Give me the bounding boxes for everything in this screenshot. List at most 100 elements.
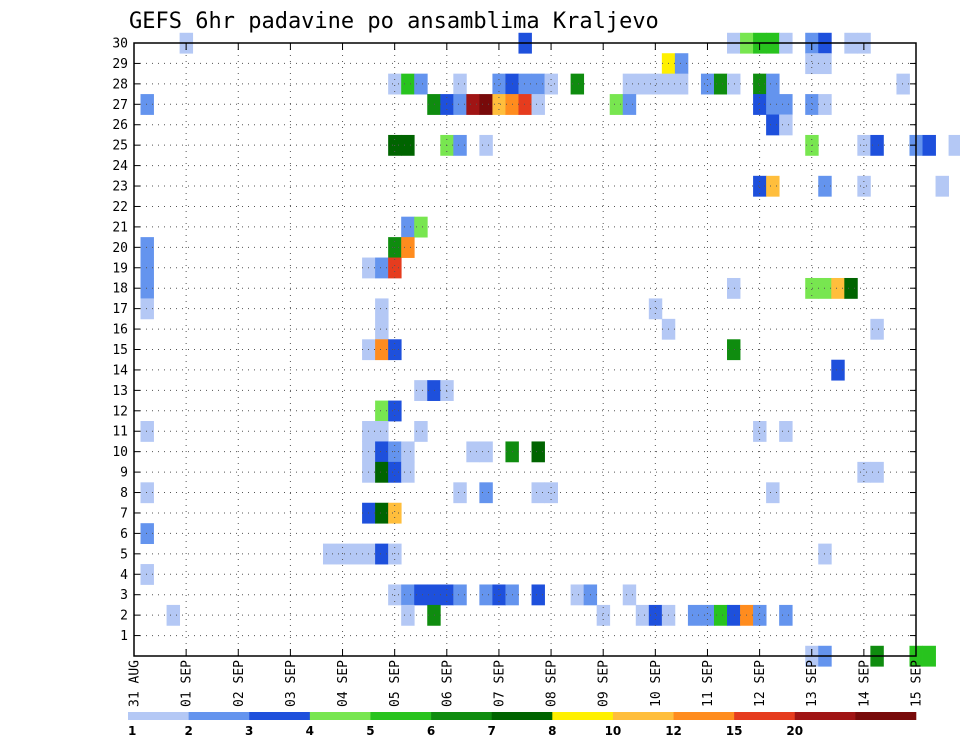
heatmap-cell xyxy=(753,175,767,197)
heatmap-cell xyxy=(948,134,960,156)
heatmap-cell xyxy=(140,237,154,258)
heatmap-cell xyxy=(831,277,845,299)
colorbar-label: 6 xyxy=(427,724,435,738)
y-tick-label: 11 xyxy=(112,425,128,440)
x-tick-label: 07 SEP xyxy=(492,660,507,707)
heatmap-cell xyxy=(375,298,389,320)
x-tick-label: 10 SEP xyxy=(649,660,664,707)
heatmap-cell xyxy=(753,604,767,626)
y-tick-label: 18 xyxy=(112,282,128,297)
y-tick-label: 26 xyxy=(112,118,128,133)
heatmap-cell xyxy=(648,73,663,95)
heatmap-cell xyxy=(453,482,467,504)
colorbar-segment xyxy=(734,712,796,720)
heatmap-cell xyxy=(414,584,428,606)
heatmap-cell xyxy=(479,94,493,115)
heatmap-cell xyxy=(857,175,871,197)
heatmap-cell xyxy=(453,73,467,95)
heatmap-cell xyxy=(414,421,428,442)
y-tick-label: 27 xyxy=(112,98,128,113)
heatmap-cell xyxy=(766,94,780,115)
heatmap-cell xyxy=(753,421,767,442)
heatmap-cell xyxy=(570,73,585,95)
heatmap-cell xyxy=(922,134,936,156)
colorbar-segment xyxy=(431,712,492,720)
heatmap-cell xyxy=(388,73,402,95)
y-tick-label: 1 xyxy=(120,629,128,644)
heatmap-cell xyxy=(479,584,493,606)
heatmap-cell xyxy=(336,543,350,565)
y-tick-label: 23 xyxy=(112,180,128,195)
heatmap-cell xyxy=(779,604,793,626)
y-tick-label: 10 xyxy=(112,445,128,460)
heatmap-cell xyxy=(453,134,467,156)
colorbar-segment xyxy=(128,712,189,720)
heatmap-cell xyxy=(570,584,585,606)
colorbar-segment xyxy=(552,712,614,720)
heatmap-cell xyxy=(140,421,154,442)
heatmap-cell xyxy=(414,73,428,95)
heatmap-cell xyxy=(492,584,506,606)
y-tick-label: 25 xyxy=(112,139,128,154)
colorbar-label: 15 xyxy=(726,724,743,738)
x-tick-label: 31 AUG xyxy=(128,660,143,707)
heatmap-cell xyxy=(648,604,663,626)
y-axis: 1234567891011121314151617181920212223242… xyxy=(112,37,916,644)
colorbar-label: 12 xyxy=(665,724,682,738)
heatmap-cell xyxy=(713,604,728,626)
colorbar-segment xyxy=(309,712,371,720)
heatmap-cell xyxy=(766,114,780,136)
heatmap-cell xyxy=(805,94,819,115)
heatmap-cell xyxy=(140,257,154,279)
heatmap-cell xyxy=(453,94,467,115)
colorbar-label: 20 xyxy=(786,724,803,738)
heatmap-cell xyxy=(427,584,441,606)
heatmap-cell xyxy=(805,277,819,299)
colorbar-segment xyxy=(794,712,856,720)
y-tick-label: 15 xyxy=(112,343,128,358)
y-tick-label: 22 xyxy=(112,200,128,215)
colorbar-label: 1 xyxy=(128,724,136,738)
heatmap-cell xyxy=(727,73,741,95)
heatmap-cell xyxy=(531,73,545,95)
heatmap-cell xyxy=(622,73,637,95)
heatmap-cell xyxy=(427,380,441,401)
colorbar-segment xyxy=(491,712,553,720)
heatmap-cell xyxy=(427,604,441,626)
x-tick-label: 14 SEP xyxy=(857,660,872,707)
heatmap-cell xyxy=(844,277,858,299)
heatmap-cell xyxy=(766,175,780,197)
x-tick-label: 02 SEP xyxy=(232,660,247,707)
heatmap-cell xyxy=(700,604,715,626)
colorbar-segment xyxy=(249,712,311,720)
heatmap-cell xyxy=(388,584,402,606)
x-axis: 31 AUG 01 SEP 02 SEP 03 SEP 04 SEP 05 SEP 06 S… xyxy=(128,43,925,707)
heatmap-cell xyxy=(479,134,493,156)
heatmap-cell xyxy=(140,564,154,585)
heatmap-cell xyxy=(518,94,532,115)
y-tick-label: 9 xyxy=(120,466,128,481)
heatmap-cell xyxy=(453,584,467,606)
heatmap-cell xyxy=(466,441,480,463)
heatmap-cell xyxy=(753,94,767,115)
heatmap-cell xyxy=(466,94,480,115)
y-tick-label: 19 xyxy=(112,261,128,276)
x-tick-label: 03 SEP xyxy=(284,660,299,707)
colorbar-segment xyxy=(855,712,917,720)
heatmap-cell xyxy=(401,604,415,626)
y-tick-label: 24 xyxy=(112,159,128,174)
x-tick-label: 13 SEP xyxy=(805,660,820,707)
heatmap-cell xyxy=(727,604,741,626)
heatmap-cell xyxy=(935,175,949,197)
heatmap-cell xyxy=(166,604,181,626)
heatmap-cells xyxy=(140,32,960,667)
chart-title: GEFS 6hr padavine po ansamblima Kraljevo xyxy=(129,9,659,34)
heatmap-cell xyxy=(857,461,871,483)
heatmap-cell xyxy=(831,359,845,381)
heatmap-cell xyxy=(727,339,741,361)
y-tick-label: 6 xyxy=(120,527,128,542)
y-tick-label: 13 xyxy=(112,384,128,399)
heatmap-cell xyxy=(375,339,389,361)
heatmap-cell xyxy=(388,461,402,483)
heatmap-cell xyxy=(427,94,441,115)
